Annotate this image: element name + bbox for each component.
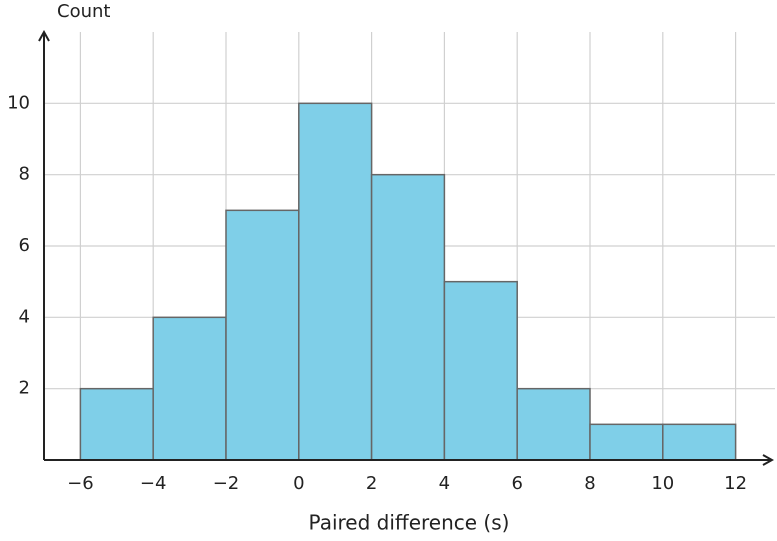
x-tick-label: −6 xyxy=(67,473,94,494)
x-tick-label: 6 xyxy=(511,473,522,494)
bar xyxy=(298,102,373,461)
x-tick-label: −2 xyxy=(213,473,240,494)
x-tick-label: 12 xyxy=(724,473,747,494)
y-tick-label: 10 xyxy=(7,92,30,113)
x-tick-label: 2 xyxy=(366,473,377,494)
bar xyxy=(370,173,446,461)
bar xyxy=(225,209,300,461)
x-tick-label: 10 xyxy=(651,473,674,494)
y-tick-label: 8 xyxy=(19,164,30,185)
bar xyxy=(589,423,664,461)
x-tick-label: 8 xyxy=(584,473,595,494)
y-tick-label: 2 xyxy=(19,378,30,399)
x-axis-label: Paired difference (s) xyxy=(309,511,510,535)
x-tick-label: 4 xyxy=(439,473,450,494)
bar xyxy=(152,316,227,461)
bar xyxy=(443,280,518,461)
y-tick-label: 4 xyxy=(19,306,30,327)
y-tick-label: 6 xyxy=(19,235,30,256)
bar xyxy=(662,423,737,461)
bars xyxy=(79,102,737,461)
bar xyxy=(79,387,154,461)
y-axis-label: Count xyxy=(57,1,110,22)
x-tick-label: −4 xyxy=(140,473,167,494)
x-tick-label: 0 xyxy=(293,473,304,494)
bar xyxy=(516,387,591,461)
